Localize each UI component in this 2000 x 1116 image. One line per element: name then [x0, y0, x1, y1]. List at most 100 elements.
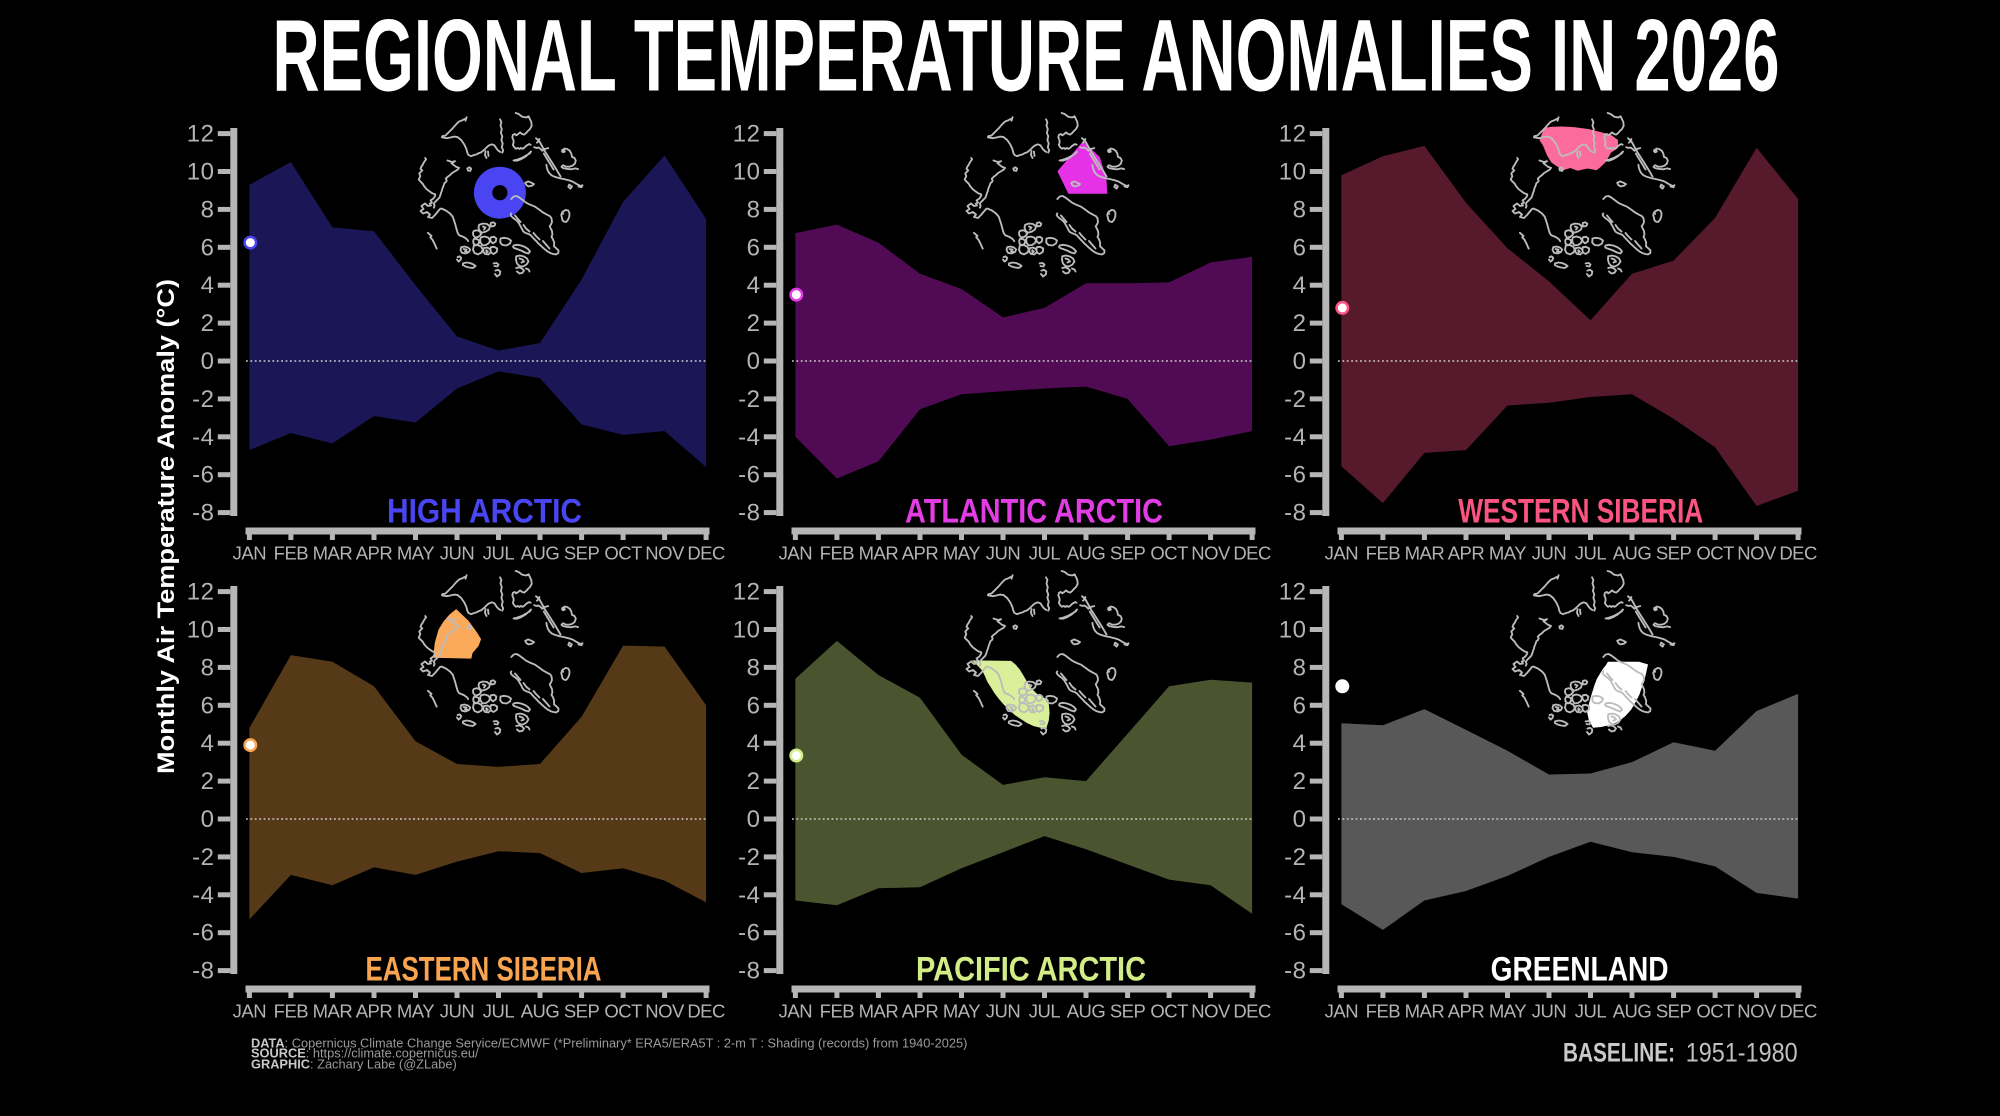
svg-text:FEB: FEB	[1366, 1001, 1401, 1022]
svg-text:ATLANTIC ARCTIC: ATLANTIC ARCTIC	[905, 492, 1163, 530]
svg-text:FEB: FEB	[274, 1001, 309, 1022]
svg-text:JUN: JUN	[440, 543, 474, 564]
svg-text:10: 10	[1279, 159, 1307, 186]
svg-text:0: 0	[1293, 348, 1307, 375]
svg-text:JUL: JUL	[1029, 543, 1061, 564]
svg-text:-4: -4	[738, 882, 760, 909]
svg-text:1951-1980: 1951-1980	[1686, 1037, 1798, 1067]
svg-text:10: 10	[1279, 617, 1307, 644]
svg-text:NOV: NOV	[1191, 543, 1231, 564]
svg-text:JUL: JUL	[1029, 1001, 1061, 1022]
svg-text:-4: -4	[1284, 882, 1306, 909]
svg-text:SEP: SEP	[564, 543, 600, 564]
svg-text:-4: -4	[738, 424, 760, 451]
svg-text:8: 8	[747, 196, 761, 223]
svg-text:FEB: FEB	[820, 1001, 855, 1022]
svg-text:MAR: MAR	[313, 1001, 353, 1022]
svg-text:MAR: MAR	[1405, 543, 1445, 564]
svg-text:-4: -4	[1284, 424, 1306, 451]
svg-text:4: 4	[747, 730, 761, 757]
svg-text:8: 8	[1293, 654, 1307, 681]
svg-text:JUN: JUN	[986, 543, 1020, 564]
svg-text:NOV: NOV	[645, 543, 685, 564]
svg-text:AUG: AUG	[1613, 1001, 1652, 1022]
svg-text:0: 0	[201, 348, 215, 375]
svg-text:2: 2	[747, 768, 761, 795]
svg-text:MAR: MAR	[859, 543, 899, 564]
svg-text:10: 10	[187, 617, 215, 644]
svg-text:FEB: FEB	[274, 543, 309, 564]
svg-text:BASELINE:: BASELINE:	[1563, 1037, 1675, 1067]
svg-text:8: 8	[201, 654, 215, 681]
svg-text:-6: -6	[192, 462, 214, 489]
svg-text:-6: -6	[192, 920, 214, 947]
svg-text:6: 6	[201, 234, 215, 261]
svg-text:-8: -8	[1284, 500, 1306, 527]
svg-text:DATA: Copernicus Climate Chang: DATA: Copernicus Climate Change Service/…	[251, 1035, 967, 1050]
svg-text:FEB: FEB	[1366, 543, 1401, 564]
svg-text:0: 0	[747, 806, 761, 833]
svg-text:2: 2	[201, 310, 215, 337]
svg-text:FEB: FEB	[820, 543, 855, 564]
svg-text:MAY: MAY	[1489, 1001, 1526, 1022]
svg-text:NOV: NOV	[645, 1001, 685, 1022]
svg-text:-2: -2	[192, 844, 214, 871]
svg-text:JUN: JUN	[986, 1001, 1020, 1022]
svg-text:12: 12	[187, 579, 215, 606]
svg-text:GREENLAND: GREENLAND	[1491, 950, 1669, 988]
svg-text:APR: APR	[1448, 543, 1485, 564]
svg-text:2: 2	[201, 768, 215, 795]
svg-text:MAR: MAR	[859, 1001, 899, 1022]
svg-text:MAY: MAY	[943, 543, 980, 564]
svg-text:NOV: NOV	[1737, 543, 1777, 564]
svg-text:JAN: JAN	[1325, 1001, 1358, 1022]
svg-text:WESTERN SIBERIA: WESTERN SIBERIA	[1458, 492, 1703, 530]
svg-text:-2: -2	[1284, 844, 1306, 871]
svg-text:MAY: MAY	[1489, 543, 1526, 564]
svg-text:OCT: OCT	[1150, 1001, 1188, 1022]
svg-text:8: 8	[747, 654, 761, 681]
svg-text:JAN: JAN	[779, 1001, 812, 1022]
svg-text:12: 12	[1279, 121, 1307, 148]
svg-text:4: 4	[1293, 272, 1307, 299]
svg-text:JUL: JUL	[483, 543, 515, 564]
svg-text:JUN: JUN	[1532, 543, 1566, 564]
svg-text:12: 12	[1279, 579, 1307, 606]
svg-text:-2: -2	[738, 386, 760, 413]
svg-text:12: 12	[733, 579, 761, 606]
svg-text:SEP: SEP	[1656, 543, 1692, 564]
svg-text:-8: -8	[1284, 958, 1306, 985]
svg-text:SEP: SEP	[1110, 543, 1146, 564]
svg-text:APR: APR	[902, 1001, 939, 1022]
svg-text:AUG: AUG	[521, 1001, 560, 1022]
svg-text:SEP: SEP	[1110, 1001, 1146, 1022]
svg-text:JAN: JAN	[779, 543, 812, 564]
svg-text:OCT: OCT	[1696, 543, 1734, 564]
svg-text:JAN: JAN	[233, 543, 266, 564]
svg-text:6: 6	[1293, 692, 1307, 719]
svg-text:-8: -8	[738, 500, 760, 527]
svg-text:0: 0	[1293, 806, 1307, 833]
svg-text:OCT: OCT	[604, 543, 642, 564]
svg-text:JUL: JUL	[1575, 543, 1607, 564]
svg-text:4: 4	[747, 272, 761, 299]
svg-text:MAR: MAR	[1405, 1001, 1445, 1022]
svg-text:4: 4	[1293, 730, 1307, 757]
svg-text:8: 8	[201, 196, 215, 223]
svg-text:JAN: JAN	[1325, 543, 1358, 564]
svg-text:AUG: AUG	[1067, 543, 1106, 564]
svg-text:SOURCE: https://climate.copern: SOURCE: https://climate.copernicus.eu/	[251, 1046, 479, 1061]
svg-text:8: 8	[1293, 196, 1307, 223]
svg-text:-2: -2	[1284, 386, 1306, 413]
svg-text:OCT: OCT	[1150, 543, 1188, 564]
svg-text:2: 2	[1293, 768, 1307, 795]
svg-text:GRAPHIC: Zachary Labe (@ZLabe): GRAPHIC: Zachary Labe (@ZLabe)	[251, 1057, 457, 1072]
svg-text:10: 10	[733, 159, 761, 186]
svg-text:-2: -2	[738, 844, 760, 871]
svg-text:AUG: AUG	[1067, 1001, 1106, 1022]
svg-text:0: 0	[201, 806, 215, 833]
svg-text:DEC: DEC	[1779, 1001, 1817, 1022]
svg-text:APR: APR	[902, 543, 939, 564]
svg-text:APR: APR	[356, 543, 393, 564]
svg-text:HIGH ARCTIC: HIGH ARCTIC	[387, 492, 582, 530]
